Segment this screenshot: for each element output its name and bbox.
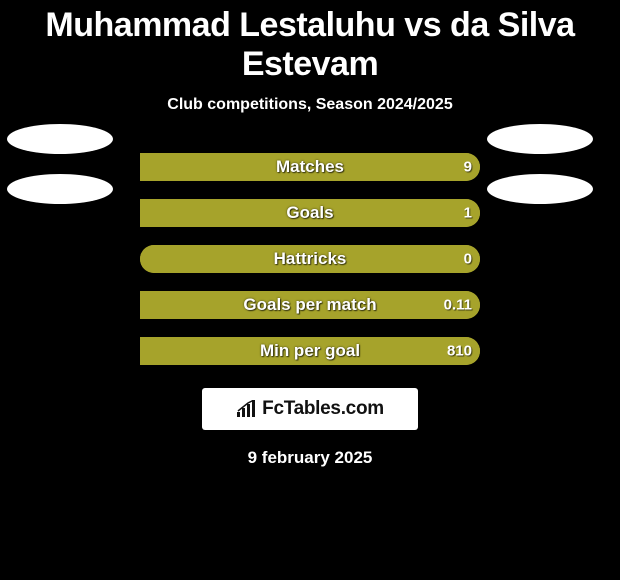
footer-date: 9 february 2025 [0, 448, 620, 468]
stat-value-right: 0 [464, 251, 472, 268]
bars-icon [236, 400, 258, 418]
stat-row: Goals per match 0.11 [0, 282, 620, 328]
player-photo-left [7, 174, 113, 204]
player-photo-left [7, 124, 113, 154]
stat-row: Hattricks 0 [0, 236, 620, 282]
stat-value-right: 1 [464, 205, 472, 222]
stat-bar: Goals 1 [140, 199, 480, 227]
stat-label: Goals [286, 203, 333, 223]
stat-label: Matches [276, 157, 344, 177]
stat-bar: Hattricks 0 [140, 245, 480, 273]
comparison-widget: Muhammad Lestaluhu vs da Silva Estevam C… [0, 0, 620, 580]
stat-value-right: 9 [464, 159, 472, 176]
branding-text: FcTables.com [262, 398, 384, 420]
stat-bar: Matches 9 [140, 153, 480, 181]
stat-value-right: 0.11 [444, 297, 472, 314]
player-photo-right [487, 174, 593, 204]
stat-value-right: 810 [447, 343, 472, 360]
player-photo-right [487, 124, 593, 154]
branding-badge[interactable]: FcTables.com [202, 388, 418, 430]
stat-bar: Min per goal 810 [140, 337, 480, 365]
stat-label: Hattricks [274, 249, 347, 269]
stat-label: Min per goal [260, 341, 360, 361]
season-subtitle: Club competitions, Season 2024/2025 [0, 96, 620, 114]
stat-label: Goals per match [243, 295, 376, 315]
page-title: Muhammad Lestaluhu vs da Silva Estevam [0, 4, 620, 92]
stat-bar: Goals per match 0.11 [140, 291, 480, 319]
stat-row: Min per goal 810 [0, 328, 620, 374]
